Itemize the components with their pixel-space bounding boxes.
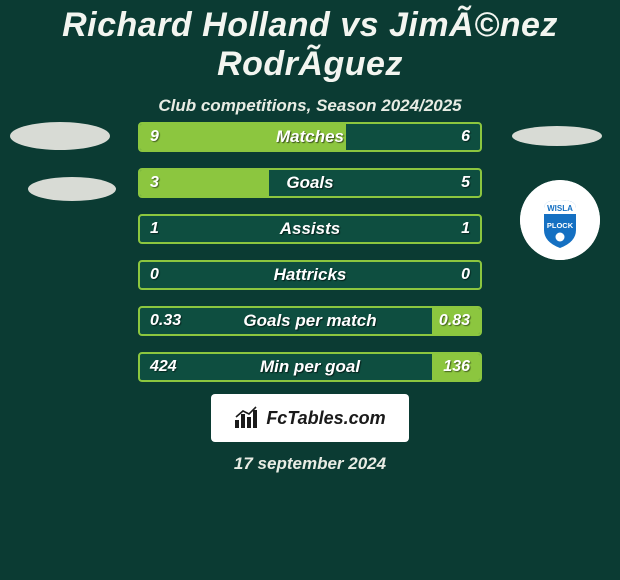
- player-left-placeholder-2: [28, 177, 116, 201]
- page-title: Richard Holland vs JimÃ©nez RodrÃ­guez: [0, 0, 620, 84]
- snapshot-date: 17 september 2024: [0, 454, 620, 474]
- comparison-bars: 96Matches 35Goals 11Assists 00Hattricks 0.33…: [138, 122, 482, 398]
- comparison-card: Richard Holland vs JimÃ©nez RodrÃ­guez C…: [0, 0, 620, 580]
- subtitle: Club competitions, Season 2024/2025: [0, 96, 620, 116]
- wisla-plock-crest-icon: WISLA PLOCK: [520, 180, 600, 260]
- stat-label: Goals per match: [140, 311, 480, 331]
- stat-row: 424136Min per goal: [138, 352, 482, 382]
- logo-text: FcTables.com: [266, 408, 385, 429]
- svg-text:PLOCK: PLOCK: [547, 221, 574, 230]
- stat-label: Matches: [140, 127, 480, 147]
- fctables-logo: FcTables.com: [211, 394, 409, 442]
- stat-label: Min per goal: [140, 357, 480, 377]
- stat-row: 00Hattricks: [138, 260, 482, 290]
- stat-row: 35Goals: [138, 168, 482, 198]
- stat-row: 11Assists: [138, 214, 482, 244]
- stat-label: Goals: [140, 173, 480, 193]
- stat-label: Assists: [140, 219, 480, 239]
- stat-row: 96Matches: [138, 122, 482, 152]
- player-right-placeholder-1: [512, 126, 602, 146]
- chart-bars-icon: [234, 406, 260, 430]
- stat-label: Hattricks: [140, 265, 480, 285]
- club-crest-right: WISLA PLOCK: [520, 180, 600, 260]
- svg-text:WISLA: WISLA: [547, 204, 573, 213]
- player-left-placeholder-1: [10, 122, 110, 150]
- stat-row: 0.330.83Goals per match: [138, 306, 482, 336]
